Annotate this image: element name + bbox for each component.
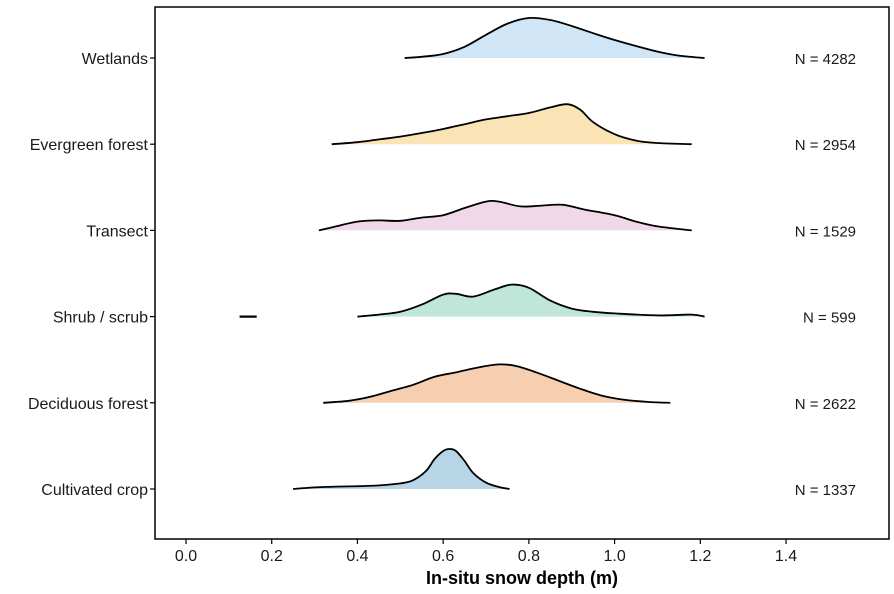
ridge-fill-wetlands [404, 17, 705, 58]
category-labels: Wetlands Evergreen forest Transect Shrub / … [28, 51, 155, 499]
ridge-fill-shrub-scrub [357, 284, 705, 317]
category-label-evergreen-forest: Evergreen forest [30, 137, 149, 154]
count-label-transect: N = 1529 [795, 223, 856, 240]
ridge-outline-cultivated-crop [293, 448, 510, 490]
category-label-shrub-scrub: Shrub / scrub [53, 310, 148, 327]
ridge-outline-wetlands [404, 16, 705, 59]
x-tick-label: 0.2 [261, 548, 283, 565]
count-label-cultivated-crop: N = 1337 [795, 482, 856, 499]
category-label-deciduous-forest: Deciduous forest [28, 396, 149, 413]
ridge-fill-cultivated-crop [293, 449, 510, 489]
ridge-fill-transect [318, 200, 692, 231]
x-tick-label: 0.6 [432, 548, 454, 565]
x-tick-label: 0.4 [346, 548, 368, 565]
count-label-deciduous-forest: N = 2622 [795, 396, 856, 413]
ridge-fill-deciduous-forest [323, 364, 671, 403]
ridge-fill-evergreen-forest [331, 104, 692, 145]
x-axis: 0.0 0.2 0.4 0.6 0.8 1.0 1.2 1.4 [175, 539, 797, 565]
category-label-cultivated-crop: Cultivated crop [41, 482, 148, 499]
count-label-evergreen-forest: N = 2954 [795, 137, 856, 154]
count-label-wetlands: N = 4282 [795, 51, 856, 68]
x-tick-label: 1.0 [603, 548, 625, 565]
x-tick-label: 1.2 [689, 548, 711, 565]
ridge-outline-transect [318, 199, 692, 232]
x-tick-label: 0.8 [518, 548, 540, 565]
ridge-outline-deciduous-forest [323, 363, 671, 404]
ridge-outline-evergreen-forest [331, 103, 692, 146]
count-label-shrub-scrub: N = 599 [803, 310, 856, 327]
category-label-transect: Transect [86, 223, 148, 240]
ridges-layer [239, 16, 705, 490]
x-axis-title: In-situ snow depth (m) [426, 568, 618, 588]
x-tick-label: 0.0 [175, 548, 197, 565]
ridge-outline-shrub-scrub [357, 283, 705, 318]
category-label-wetlands: Wetlands [82, 51, 148, 68]
plot-panel [154, 6, 890, 540]
x-tick-label: 1.4 [775, 548, 797, 565]
count-labels: N = 4282 N = 2954 N = 1529 N = 599 N = 2622 N… [795, 51, 856, 499]
